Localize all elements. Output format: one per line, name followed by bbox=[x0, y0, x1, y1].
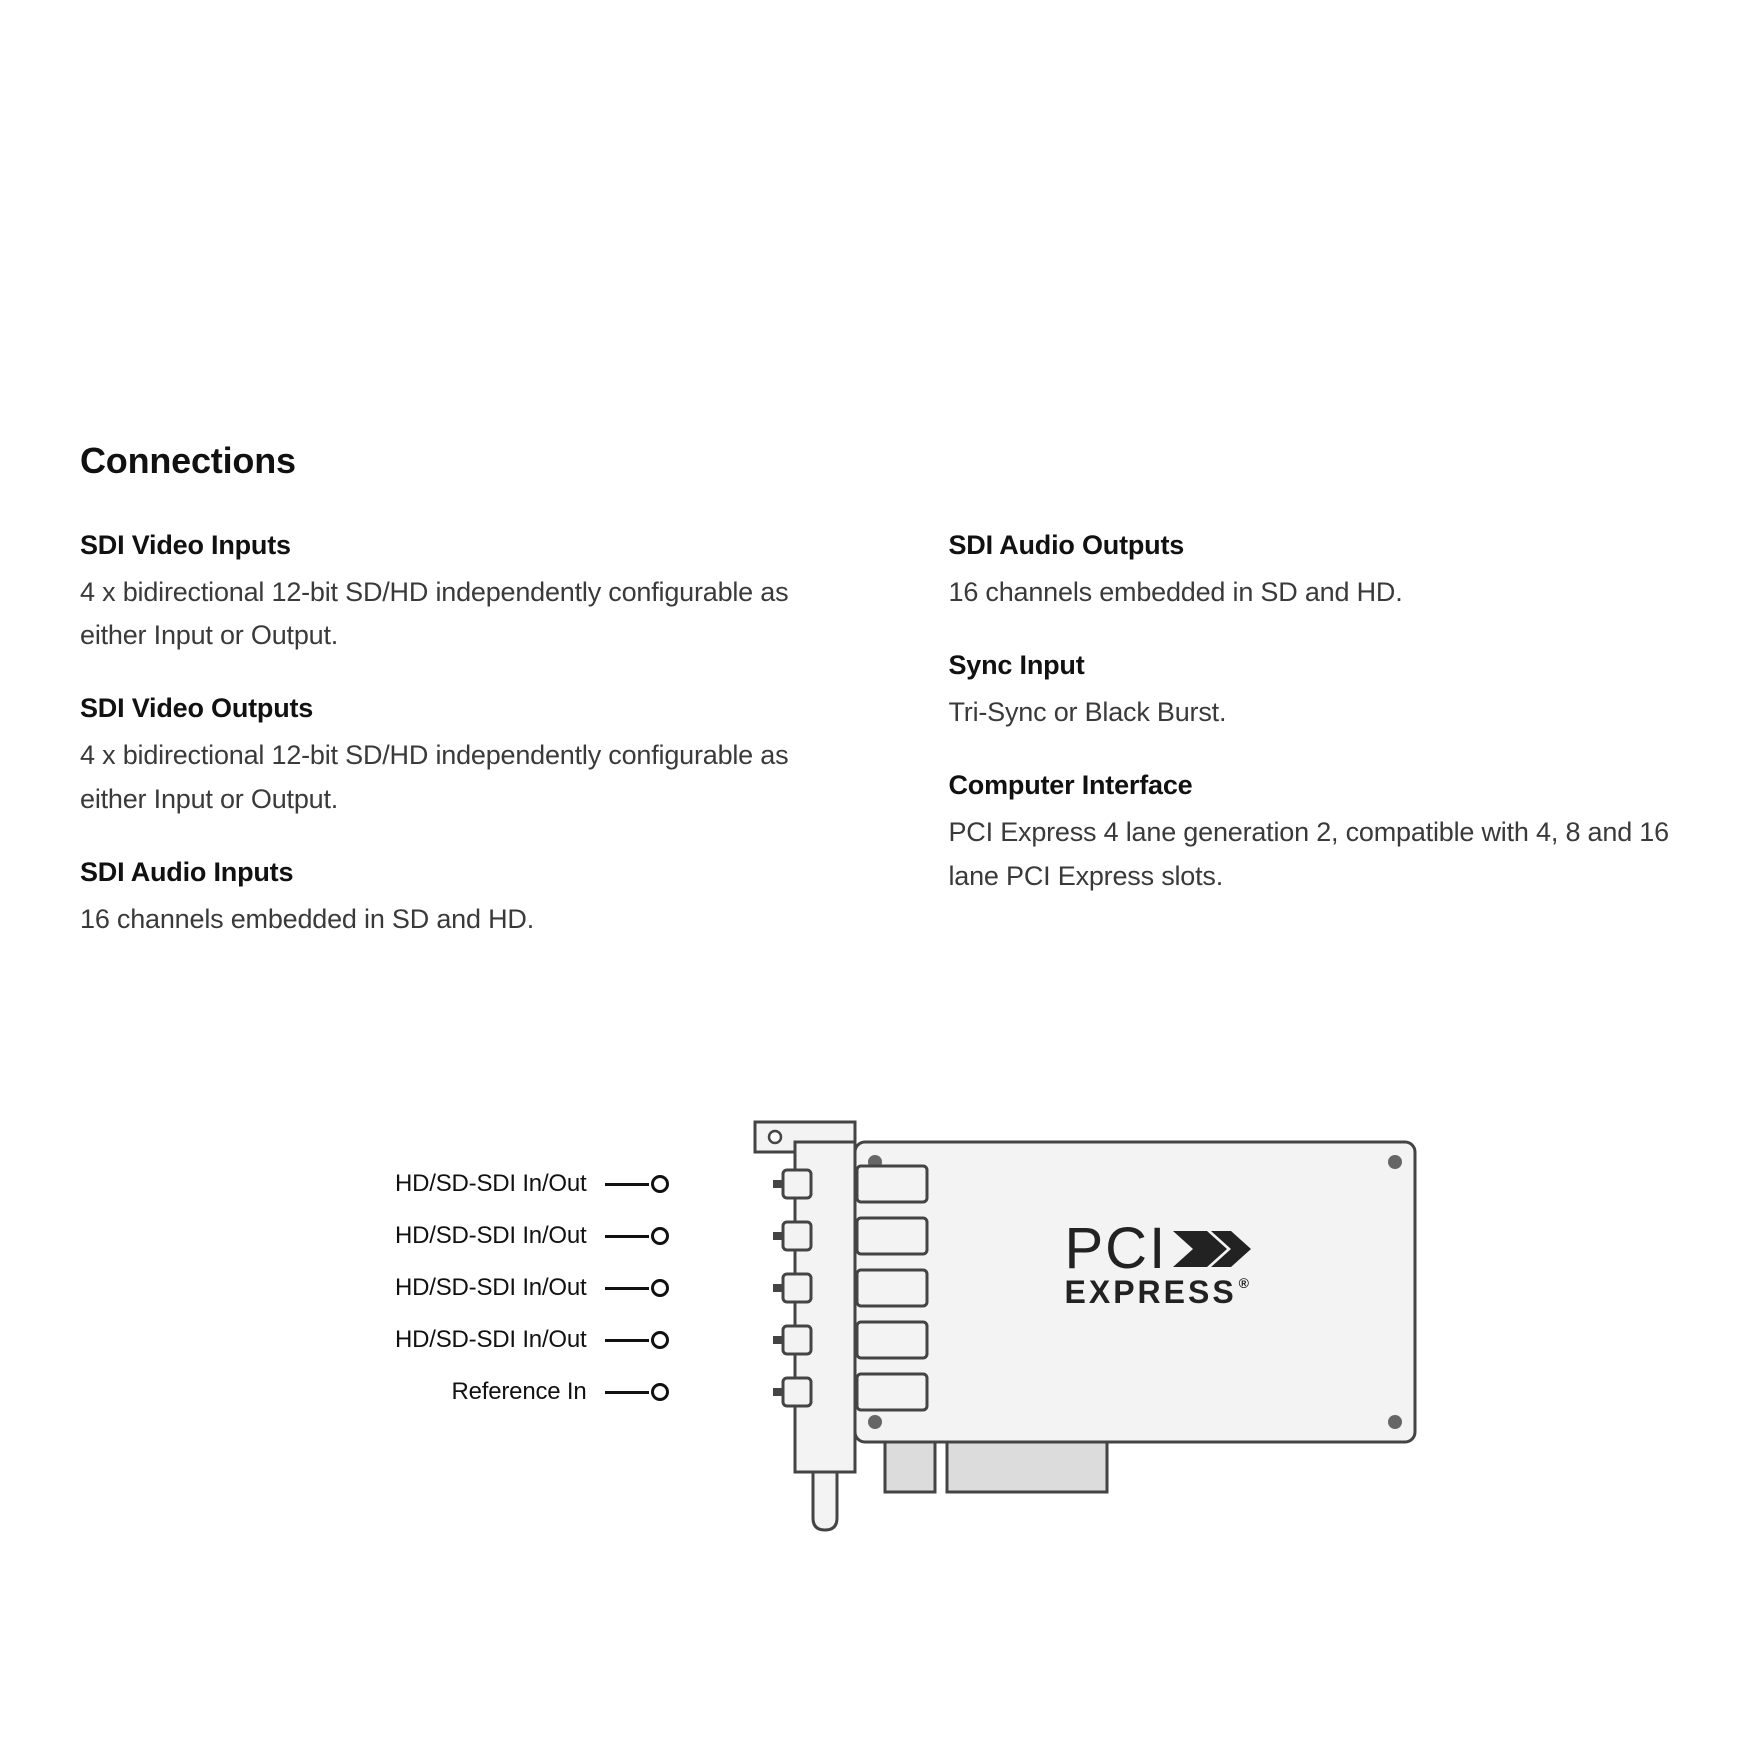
spec-block: SDI Video Outputs 4 x bidirectional 12-b… bbox=[80, 693, 809, 820]
port-label-row: HD/SD-SDI In/Out bbox=[329, 1158, 669, 1210]
spec-body: 4 x bidirectional 12-bit SD/HD independe… bbox=[80, 571, 809, 657]
connector-ring-icon bbox=[651, 1383, 669, 1401]
registered-mark: ® bbox=[1239, 1275, 1252, 1291]
pcie-card-svg bbox=[735, 1120, 1429, 1550]
spec-body: 16 channels embedded in SD and HD. bbox=[949, 571, 1678, 614]
spec-column-left: SDI Video Inputs 4 x bidirectional 12-bi… bbox=[80, 530, 809, 977]
spec-columns: SDI Video Inputs 4 x bidirectional 12-bi… bbox=[80, 530, 1677, 977]
pci-express-logo: PCI EXPRESS® bbox=[1065, 1220, 1365, 1308]
spec-body: PCI Express 4 lane generation 2, compati… bbox=[949, 811, 1678, 897]
connector-ring-icon bbox=[651, 1175, 669, 1193]
pci-chevrons-icon bbox=[1173, 1225, 1253, 1273]
spec-block: SDI Audio Outputs 16 channels embedded i… bbox=[949, 530, 1678, 614]
page: Connections SDI Video Inputs 4 x bidirec… bbox=[0, 0, 1757, 1757]
pcie-card-illustration: PCI EXPRESS® bbox=[735, 1120, 1429, 1550]
port-label-text: HD/SD-SDI In/Out bbox=[395, 1222, 587, 1250]
connector-ring-icon bbox=[651, 1331, 669, 1349]
lead-line-icon bbox=[605, 1391, 649, 1394]
port-label-text: Reference In bbox=[451, 1378, 586, 1406]
spec-title: Sync Input bbox=[949, 650, 1678, 681]
pci-logo-top: PCI bbox=[1065, 1220, 1365, 1278]
spec-title: SDI Audio Outputs bbox=[949, 530, 1678, 561]
spec-title: SDI Audio Inputs bbox=[80, 857, 809, 888]
section-title: Connections bbox=[80, 440, 1677, 482]
spec-block: Sync Input Tri-Sync or Black Burst. bbox=[949, 650, 1678, 734]
spec-block: SDI Video Inputs 4 x bidirectional 12-bi… bbox=[80, 530, 809, 657]
port-label-text: HD/SD-SDI In/Out bbox=[395, 1170, 587, 1198]
pci-logo-bottom-text: EXPRESS bbox=[1065, 1274, 1237, 1310]
pci-logo-bottom: EXPRESS® bbox=[1065, 1276, 1365, 1308]
connector-ring-icon bbox=[651, 1227, 669, 1245]
spec-body: 16 channels embedded in SD and HD. bbox=[80, 898, 809, 941]
port-label-row: HD/SD-SDI In/Out bbox=[329, 1262, 669, 1314]
port-label-row: Reference In bbox=[329, 1366, 669, 1418]
spec-block: Computer Interface PCI Express 4 lane ge… bbox=[949, 770, 1678, 897]
lead-line-icon bbox=[605, 1339, 649, 1342]
spec-body: 4 x bidirectional 12-bit SD/HD independe… bbox=[80, 734, 809, 820]
spec-body: Tri-Sync or Black Burst. bbox=[949, 691, 1678, 734]
card-diagram: HD/SD-SDI In/Out HD/SD-SDI In/Out HD/SD-… bbox=[329, 1120, 1429, 1550]
spec-title: SDI Video Outputs bbox=[80, 693, 809, 724]
spec-title: Computer Interface bbox=[949, 770, 1678, 801]
spec-title: SDI Video Inputs bbox=[80, 530, 809, 561]
port-label-row: HD/SD-SDI In/Out bbox=[329, 1314, 669, 1366]
port-labels: HD/SD-SDI In/Out HD/SD-SDI In/Out HD/SD-… bbox=[329, 1158, 669, 1418]
lead-line-icon bbox=[605, 1183, 649, 1186]
pci-logo-top-text: PCI bbox=[1065, 1220, 1168, 1278]
spec-block: SDI Audio Inputs 16 channels embedded in… bbox=[80, 857, 809, 941]
connector-ring-icon bbox=[651, 1279, 669, 1297]
port-label-row: HD/SD-SDI In/Out bbox=[329, 1210, 669, 1262]
lead-line-icon bbox=[605, 1235, 649, 1238]
port-label-text: HD/SD-SDI In/Out bbox=[395, 1326, 587, 1354]
lead-line-icon bbox=[605, 1287, 649, 1290]
port-label-text: HD/SD-SDI In/Out bbox=[395, 1274, 587, 1302]
spec-column-right: SDI Audio Outputs 16 channels embedded i… bbox=[949, 530, 1678, 977]
